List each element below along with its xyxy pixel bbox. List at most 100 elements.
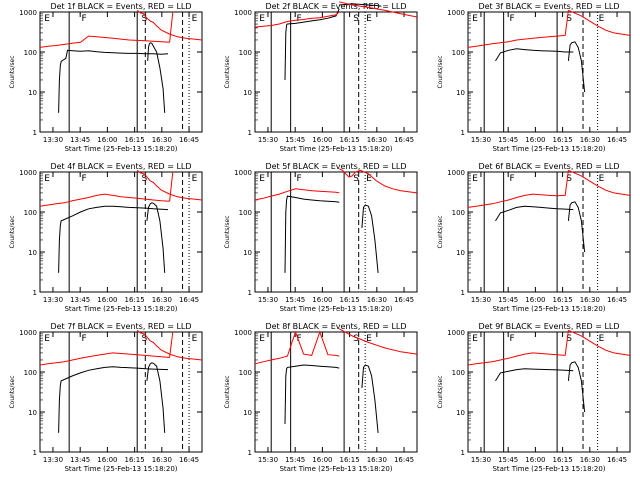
y-tick-label: 100 (452, 209, 465, 217)
x-tick-label: 16:45 (607, 456, 627, 464)
x-tick-label: 16:15 (340, 296, 360, 304)
lld-series-line (39, 352, 170, 366)
x-axis-label: Start Time (25-Feb-13 15:18:20) (279, 145, 392, 153)
x-tick-label: 15:30 (258, 136, 278, 144)
x-tick-label: 15:30 (258, 296, 278, 304)
y-tick-label: 1 (33, 289, 37, 297)
x-tick-label: 16:30 (152, 136, 172, 144)
x-tick-label: 16:15 (340, 456, 360, 464)
lld-series-line (254, 188, 340, 201)
y-axis-label: Counts/sec (9, 375, 16, 408)
detector-panel-6: Det 6f BLACK = Events, RED = LLD 1 10 100 10… (437, 162, 631, 313)
region-label: F (510, 174, 515, 184)
lld-series-line (564, 330, 569, 356)
x-tick-label: 16:45 (394, 456, 414, 464)
plot-frame (467, 11, 631, 133)
x-tick-label: 16:30 (580, 296, 600, 304)
x-tick-label: 16:15 (553, 296, 573, 304)
y-tick-label: 1000 (447, 169, 465, 177)
events-series-line (284, 8, 340, 81)
x-tick-label: 16:30 (367, 136, 387, 144)
region-label: E (44, 174, 50, 184)
y-tick-label: 1000 (447, 9, 465, 17)
panel-title: Det 8f BLACK = Events, RED = LLD (265, 322, 406, 331)
plot-frame (39, 171, 203, 293)
x-tick-label: 16:00 (525, 296, 545, 304)
y-tick-label: 10 (243, 249, 252, 257)
region-label: E (366, 334, 372, 344)
x-tick-label: 16:30 (152, 296, 172, 304)
events-series-line (58, 49, 169, 113)
events-series-line (284, 364, 340, 425)
y-tick-label: 1000 (234, 9, 252, 17)
panel-title: Det 3f BLACK = Events, RED = LLD (478, 2, 619, 11)
x-tick-label: 16:30 (367, 296, 387, 304)
x-tick-label: 16:45 (607, 136, 627, 144)
lld-series-line (169, 331, 174, 358)
region-label: S (141, 334, 147, 344)
lld-series-line (568, 9, 631, 36)
detector-panel-5: Det 5f BLACK = Events, RED = LLD 1 10 100 10… (224, 162, 418, 313)
events-series-line (284, 195, 340, 273)
y-axis-label: Counts/sec (9, 55, 16, 88)
x-tick-label: 16:15 (553, 456, 573, 464)
y-tick-label: 1 (33, 129, 37, 137)
events-series-line (567, 41, 586, 93)
y-tick-label: 1 (461, 449, 465, 457)
x-axis-label: Start Time (25-Feb-13 15:18:20) (64, 305, 177, 313)
events-series-line (495, 48, 574, 62)
detector-panel-3: Det 3f BLACK = Events, RED = LLD 1 10 100 10… (437, 2, 631, 153)
y-tick-label: 10 (243, 89, 252, 97)
plot-frame (254, 171, 418, 293)
x-tick-label: 16:00 (525, 456, 545, 464)
y-tick-label: 1000 (19, 9, 37, 17)
y-tick-label: 10 (456, 409, 465, 417)
region-label: E (599, 14, 605, 24)
region-label: F (297, 334, 302, 344)
lld-series-line (338, 168, 418, 194)
y-tick-label: 10 (28, 249, 37, 257)
lld-series-line (169, 171, 174, 202)
region-label: S (353, 174, 359, 184)
region-label: E (472, 14, 478, 24)
detector-panel-1: Det 1f BLACK = Events, RED = LLD 1 10 100 10… (9, 2, 203, 153)
lld-series-line (568, 169, 631, 196)
y-tick-label: 100 (239, 49, 252, 57)
x-tick-label: 16:30 (152, 456, 172, 464)
panel-title: Det 4f BLACK = Events, RED = LLD (50, 162, 191, 171)
x-tick-label: 16:00 (97, 456, 117, 464)
lld-series-line (339, 1, 418, 18)
x-tick-label: 15:30 (471, 296, 491, 304)
panel-title: Det 5f BLACK = Events, RED = LLD (265, 162, 406, 171)
x-tick-label: 13:45 (70, 296, 90, 304)
x-tick-label: 16:45 (179, 296, 199, 304)
x-tick-label: 16:15 (125, 456, 145, 464)
y-tick-label: 10 (243, 409, 252, 417)
lld-series-line (467, 193, 566, 208)
y-tick-label: 1 (461, 289, 465, 297)
lld-series-line (568, 329, 631, 356)
x-axis-label: Start Time (25-Feb-13 15:18:20) (492, 305, 605, 313)
region-label: S (566, 14, 572, 24)
y-tick-label: 100 (24, 369, 37, 377)
x-tick-label: 15:45 (498, 296, 518, 304)
region-label: E (259, 174, 265, 184)
lld-series-line (564, 170, 569, 196)
lld-series-line (136, 9, 203, 41)
y-tick-label: 1 (248, 289, 252, 297)
region-label: E (472, 334, 478, 344)
x-tick-label: 16:00 (312, 456, 332, 464)
x-tick-label: 16:30 (580, 136, 600, 144)
y-tick-label: 1000 (19, 169, 37, 177)
panel-title: Det 7f BLACK = Events, RED = LLD (50, 322, 191, 331)
lld-series-line (467, 352, 566, 366)
y-tick-label: 100 (24, 209, 37, 217)
x-tick-label: 13:45 (70, 136, 90, 144)
y-tick-label: 10 (456, 249, 465, 257)
panel-title: Det 2f BLACK = Events, RED = LLD (265, 2, 406, 11)
x-tick-label: 15:45 (285, 136, 305, 144)
lld-series-line (39, 193, 170, 207)
y-tick-label: 1 (248, 129, 252, 137)
lld-series-line (254, 330, 340, 365)
